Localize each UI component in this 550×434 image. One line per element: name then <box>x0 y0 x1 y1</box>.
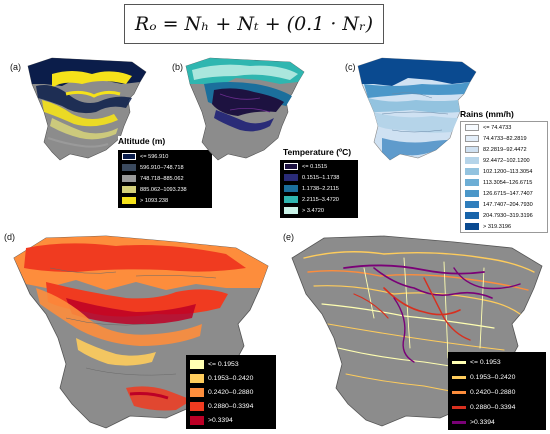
formula-text: Rₒ = Nₕ + Nₜ + (0.1 · Nᵣ) <box>134 13 374 35</box>
legend-item: 1.1738–2.2115 <box>280 183 358 194</box>
legend-rains: <= 74.4733 74.4733–82.2819 82.2819–92.44… <box>460 121 548 233</box>
legend-item: 74.4733–82.2819 <box>461 133 547 144</box>
legend-item: <= 0.1953 <box>186 358 276 371</box>
panel-label-a: (a) <box>10 62 21 72</box>
legend-item: 204.7930–319.3196 <box>461 210 547 221</box>
legend-item: 0.2420–0.2880 <box>448 385 546 399</box>
map-temperature <box>185 57 305 161</box>
legend-item: 0.2880–0.3394 <box>448 400 546 414</box>
legend-item: 0.1953–0.2420 <box>448 370 546 384</box>
legend-item: <= 0.1515 <box>280 161 358 172</box>
legend-item: 92.4472–102.1200 <box>461 155 547 166</box>
legend-item: 748.718–885.062 <box>118 173 212 184</box>
legend-item: 147.7407–204.7930 <box>461 199 547 210</box>
legend-temperature: <= 0.1515 0.1515–1.1738 1.1738–2.2115 2.… <box>280 160 358 218</box>
panel-label-e: (e) <box>283 232 294 242</box>
legend-item: > 1093.238 <box>118 195 212 206</box>
legend-item: > 319.3196 <box>461 221 547 232</box>
legend-risk-d: <= 0.1953 0.1953–0.2420 0.2420–0.2880 0.… <box>186 355 276 429</box>
legend-title-altitude: Altitude (m) <box>118 136 166 146</box>
legend-item: <= 0.1953 <box>448 355 546 369</box>
legend-item: 0.1515–1.1738 <box>280 172 358 183</box>
map-rains <box>357 57 477 161</box>
panel-label-c: (c) <box>345 62 356 72</box>
panel-label-d: (d) <box>4 232 15 242</box>
legend-item: > 3.4720 <box>280 205 358 216</box>
map-altitude <box>27 57 147 161</box>
legend-item: 0.1953–0.2420 <box>186 372 276 385</box>
legend-item: 885.062–1093.238 <box>118 184 212 195</box>
legend-item: >0.3394 <box>186 414 276 427</box>
panel-label-b: (b) <box>172 62 183 72</box>
legend-item: 113.3054–126.6715 <box>461 177 547 188</box>
legend-item: 102.1200–113.3054 <box>461 166 547 177</box>
legend-altitude: <= 596.910 596.910–748.718 748.718–885.0… <box>118 150 212 208</box>
legend-title-temperature: Temperature (ºC) <box>283 147 352 157</box>
legend-item: 126.6715–147.7407 <box>461 188 547 199</box>
legend-item: 596.910–748.718 <box>118 162 212 173</box>
legend-title-rains: Rains (mm/h) <box>460 109 514 119</box>
legend-item: >0.3394 <box>448 415 546 429</box>
legend-risk-e: <= 0.1953 0.1953–0.2420 0.2420–0.2880 0.… <box>448 352 546 430</box>
formula-box: Rₒ = Nₕ + Nₜ + (0.1 · Nᵣ) <box>124 4 384 44</box>
legend-item: <= 74.4733 <box>461 122 547 133</box>
legend-item: <= 596.910 <box>118 151 212 162</box>
legend-item: 2.2115–3.4720 <box>280 194 358 205</box>
legend-item: 82.2819–92.4472 <box>461 144 547 155</box>
legend-item: 0.2420–0.2880 <box>186 386 276 399</box>
legend-item: 0.2880–0.3394 <box>186 400 276 413</box>
